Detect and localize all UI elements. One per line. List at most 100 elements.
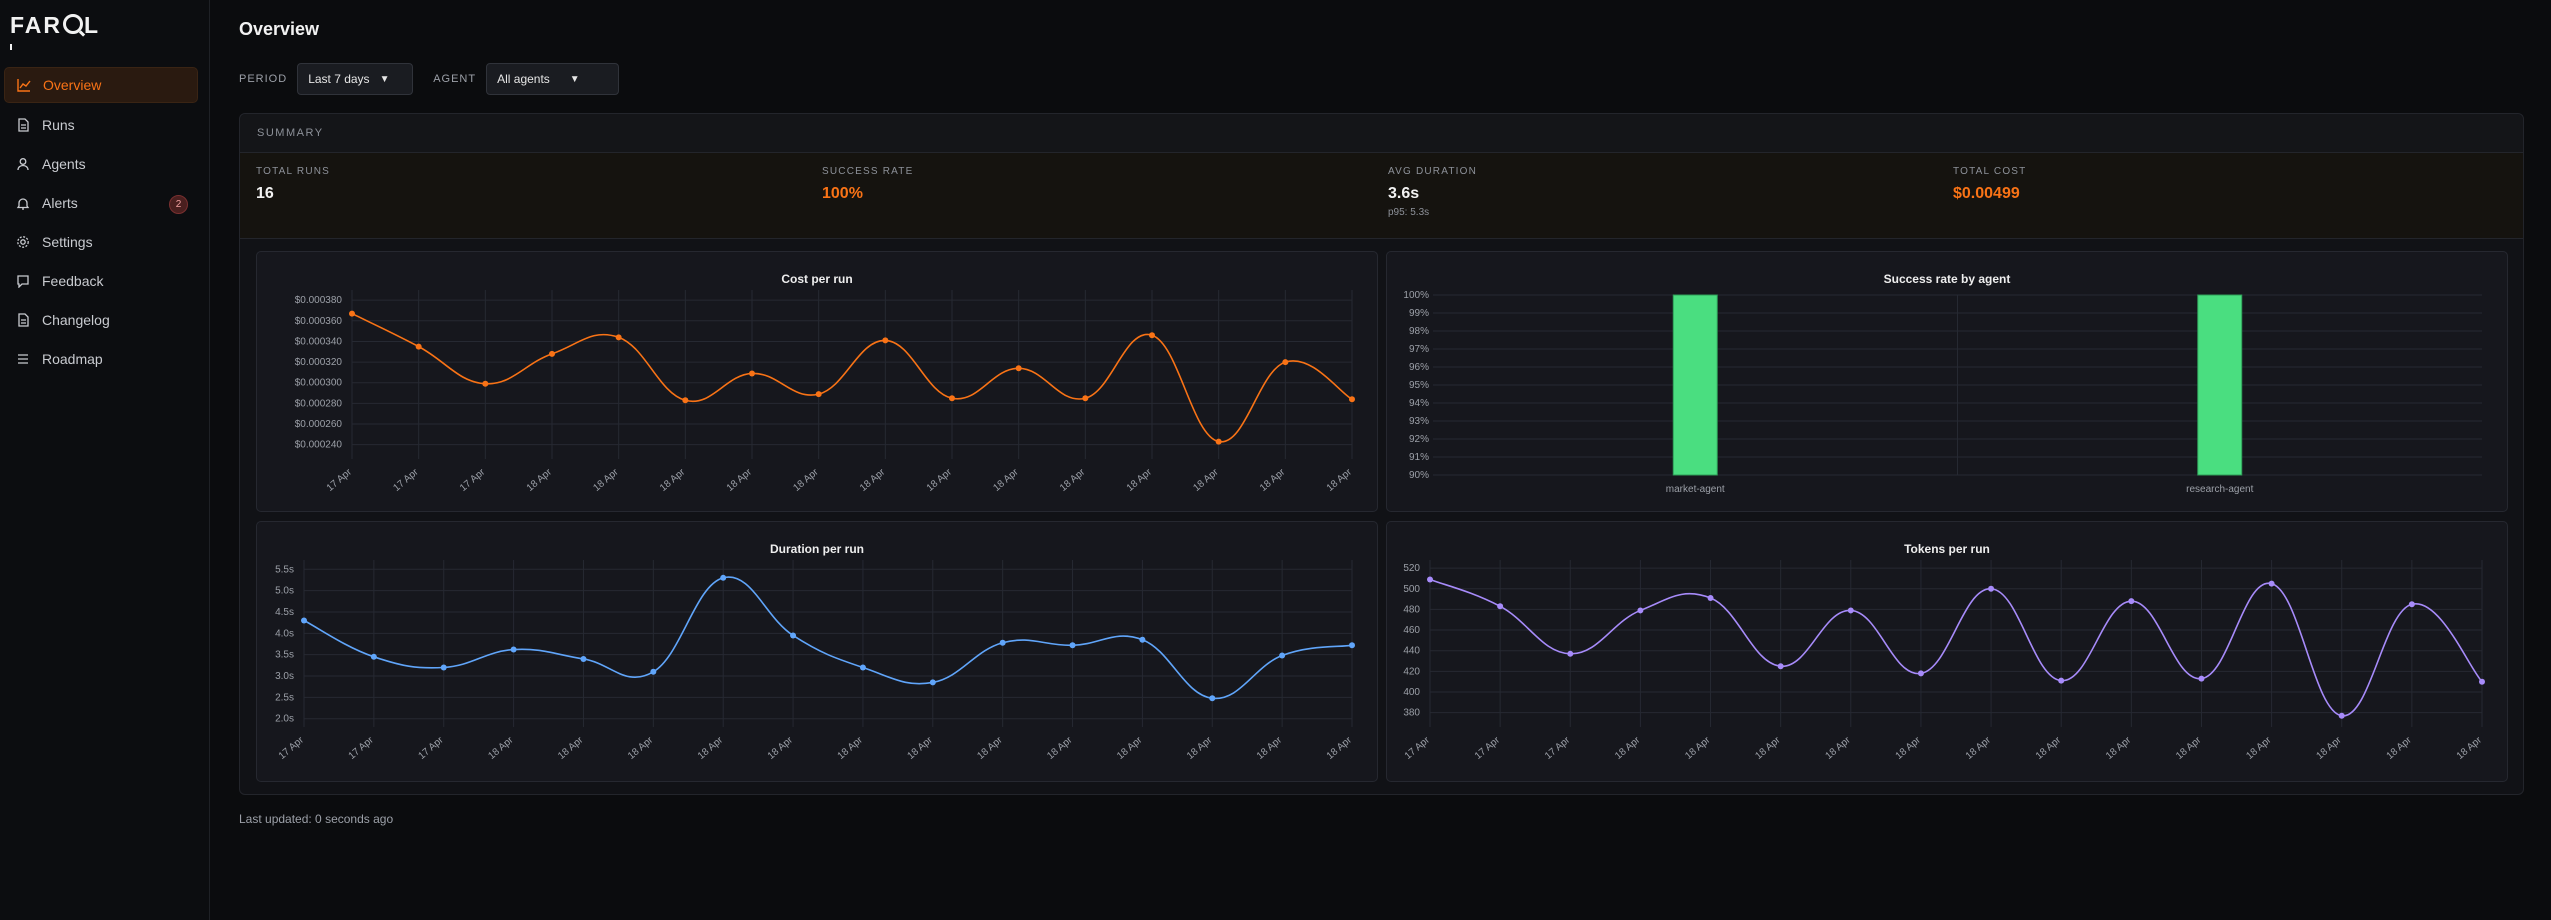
data-point	[1209, 695, 1216, 702]
y-tick-label: 400	[1403, 687, 1420, 698]
x-tick-label: research-agent	[2186, 484, 2253, 495]
x-tick-label: 18 Apr	[836, 734, 866, 761]
alerts-count-badge: 2	[169, 195, 188, 214]
stat-label: TOTAL RUNS	[256, 166, 331, 177]
chart-svg: 100% 99% 98% 97% 96% 95% 94% 93% 92% 91% 90% market…	[1403, 290, 2482, 495]
sidebar-item-runs[interactable]: Runs	[4, 108, 198, 142]
chart-tokens-per-run: Tokens per run 520 500 480 460 440 420 400 380 1…	[1386, 521, 2508, 782]
chart-title: Cost per run	[781, 272, 853, 286]
y-tick-label: 4.5s	[275, 607, 294, 618]
x-tick-label: 18 Apr	[1325, 466, 1355, 493]
sidebar-item-overview[interactable]: Overview	[4, 67, 198, 103]
y-tick-label: 91%	[1409, 452, 1429, 463]
y-tick-label: 2.0s	[275, 714, 294, 725]
data-point	[1069, 642, 1076, 649]
x-tick-label: 18 Apr	[1683, 734, 1713, 761]
bar	[1672, 294, 1718, 476]
user-icon	[16, 157, 30, 171]
data-point	[1427, 576, 1433, 583]
y-tick-label: 380	[1403, 708, 1420, 719]
agent-select[interactable]: All agents ▼	[486, 63, 620, 95]
data-point	[1349, 642, 1355, 649]
y-tick-label: 98%	[1409, 326, 1429, 337]
y-tick-label: 92%	[1409, 434, 1429, 445]
stat-avg-duration: AVG DURATION 3.6s p95: 5.3s	[1388, 166, 1477, 218]
y-tick-label: $0.000380	[295, 295, 343, 306]
chart-svg: $0.000380 $0.000360 $0.000340 $0.000320 $0.0…	[295, 290, 1355, 494]
data-point	[349, 310, 355, 317]
stat-value: 100%	[822, 185, 863, 202]
data-point	[1707, 595, 1714, 602]
data-point	[1082, 395, 1089, 402]
x-tick-label: 18 Apr	[2104, 734, 2134, 761]
y-tick-label: 5.5s	[275, 564, 294, 575]
x-tick-label: 18 Apr	[858, 466, 888, 493]
chevron-down-icon: ▼	[569, 73, 580, 85]
filter-bar: PERIOD Last 7 days ▼ AGENT All agents ▼	[239, 63, 639, 95]
data-point	[440, 664, 447, 671]
sidebar-item-changelog[interactable]: Changelog	[4, 303, 198, 337]
main-content: Overview PERIOD Last 7 days ▼ AGENT All …	[210, 0, 2551, 920]
data-point	[882, 337, 889, 344]
agent-select-value: All agents	[497, 72, 550, 86]
chart-success-rate: Success rate by agent 100% 99% 98% 97% 96% 95…	[1386, 251, 2508, 512]
period-select-value: Last 7 days	[308, 72, 370, 86]
x-tick-label: 18 Apr	[1824, 734, 1854, 761]
x-tick-label: 18 Apr	[1258, 466, 1288, 493]
data-point	[549, 350, 555, 357]
x-tick-label: 18 Apr	[2314, 734, 2344, 761]
sidebar-item-feedback[interactable]: Feedback	[4, 264, 198, 298]
sidebar-item-settings[interactable]: Settings	[4, 225, 198, 259]
data-point	[1149, 332, 1155, 339]
sidebar-item-label: Alerts	[42, 195, 78, 211]
sidebar-item-label: Overview	[43, 77, 102, 93]
x-tick-label: 17 Apr	[277, 734, 307, 761]
y-tick-label: 5.0s	[275, 586, 294, 597]
y-tick-label: $0.000240	[295, 440, 343, 451]
message-icon	[16, 274, 30, 289]
stat-value: $0.00499	[1953, 185, 2020, 202]
y-tick-label: 460	[1403, 625, 1420, 636]
logo-mark	[10, 44, 12, 50]
sidebar-item-agents[interactable]: Agents	[4, 147, 198, 181]
sidebar-item-label: Runs	[42, 117, 75, 133]
x-tick-label: 18 Apr	[2174, 734, 2204, 761]
x-tick-label: 18 Apr	[766, 734, 796, 761]
y-tick-label: 93%	[1409, 416, 1429, 427]
x-tick-label: 18 Apr	[2455, 734, 2485, 761]
data-point	[1497, 603, 1504, 610]
data-point	[1349, 396, 1355, 403]
sidebar: FAR L Overview Runs Agents Alerts 2 Settings Fe…	[0, 0, 210, 920]
data-point	[2128, 598, 2135, 605]
sidebar-item-label: Settings	[42, 234, 93, 250]
data-point	[749, 370, 755, 377]
x-tick-label: 17 Apr	[347, 734, 377, 761]
sidebar-item-roadmap[interactable]: Roadmap	[4, 342, 198, 376]
data-point	[2338, 712, 2345, 719]
y-tick-label: 96%	[1409, 362, 1429, 373]
data-point	[2268, 580, 2275, 587]
data-point	[1139, 636, 1146, 643]
period-select[interactable]: Last 7 days ▼	[297, 63, 414, 95]
stat-label: SUCCESS RATE	[822, 166, 914, 177]
summary-heading: SUMMARY	[240, 114, 2523, 153]
data-point	[1637, 607, 1644, 614]
data-point	[1777, 663, 1784, 670]
data-point	[510, 646, 517, 653]
series-line	[351, 312, 1353, 443]
data-point	[1215, 438, 1222, 445]
x-tick-label: 18 Apr	[725, 466, 755, 493]
gear-icon	[16, 235, 30, 249]
x-tick-label: 18 Apr	[658, 466, 688, 493]
x-tick-label: 18 Apr	[791, 466, 821, 493]
x-tick-label: 18 Apr	[975, 734, 1005, 761]
data-point	[929, 679, 936, 686]
data-point	[720, 574, 727, 581]
data-point	[2058, 677, 2065, 684]
sidebar-item-alerts[interactable]: Alerts 2	[4, 186, 198, 220]
x-tick-label: 18 Apr	[1115, 734, 1145, 761]
x-tick-label: 18 Apr	[1045, 734, 1075, 761]
summary-panel: SUMMARY TOTAL RUNS 16 SUCCESS RATE 100% …	[239, 113, 2524, 795]
chart-line-icon	[17, 78, 31, 92]
chart-title: Tokens per run	[1904, 542, 1990, 556]
